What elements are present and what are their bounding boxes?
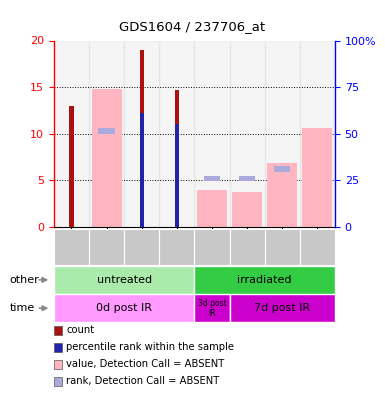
Bar bbox=[197, 190, 227, 227]
Bar bbox=[124, 229, 159, 265]
Text: 7d post IR: 7d post IR bbox=[254, 303, 310, 313]
Bar bbox=[267, 162, 297, 227]
Bar bbox=[54, 229, 89, 265]
Bar bbox=[69, 106, 74, 227]
Bar bbox=[194, 229, 229, 265]
Bar bbox=[124, 40, 159, 227]
Text: value, Detection Call = ABSENT: value, Detection Call = ABSENT bbox=[66, 359, 224, 369]
Bar bbox=[204, 176, 220, 181]
Bar bbox=[194, 294, 229, 322]
Bar bbox=[89, 40, 124, 227]
Bar bbox=[140, 50, 144, 227]
Bar bbox=[159, 40, 194, 227]
Bar bbox=[89, 229, 124, 265]
Bar bbox=[54, 266, 194, 294]
Bar bbox=[229, 229, 265, 265]
Bar bbox=[159, 229, 194, 265]
Text: count: count bbox=[66, 325, 94, 335]
Text: GDS1604 / 237706_at: GDS1604 / 237706_at bbox=[119, 20, 266, 33]
Bar bbox=[232, 192, 262, 227]
Bar bbox=[264, 229, 300, 265]
Bar bbox=[54, 294, 194, 322]
Bar bbox=[229, 294, 335, 322]
Bar bbox=[99, 128, 115, 134]
Bar bbox=[194, 266, 335, 294]
Bar bbox=[92, 89, 122, 227]
Text: 3d post
IR: 3d post IR bbox=[198, 298, 226, 318]
Bar bbox=[54, 40, 89, 227]
Bar bbox=[264, 40, 300, 227]
Text: untreated: untreated bbox=[97, 275, 152, 285]
Bar bbox=[194, 40, 229, 227]
Bar bbox=[140, 113, 144, 227]
Text: irradiated: irradiated bbox=[238, 275, 292, 285]
Bar bbox=[274, 166, 290, 172]
Text: percentile rank within the sample: percentile rank within the sample bbox=[66, 342, 234, 352]
Text: rank, Detection Call = ABSENT: rank, Detection Call = ABSENT bbox=[66, 376, 219, 386]
Text: other: other bbox=[10, 275, 39, 285]
Text: 0d post IR: 0d post IR bbox=[96, 303, 152, 313]
Bar bbox=[303, 128, 332, 227]
Bar bbox=[175, 124, 179, 227]
Bar bbox=[239, 176, 255, 181]
Bar bbox=[229, 40, 265, 227]
Bar bbox=[175, 90, 179, 227]
Text: time: time bbox=[10, 303, 35, 313]
Bar bbox=[300, 229, 335, 265]
Bar bbox=[300, 40, 335, 227]
